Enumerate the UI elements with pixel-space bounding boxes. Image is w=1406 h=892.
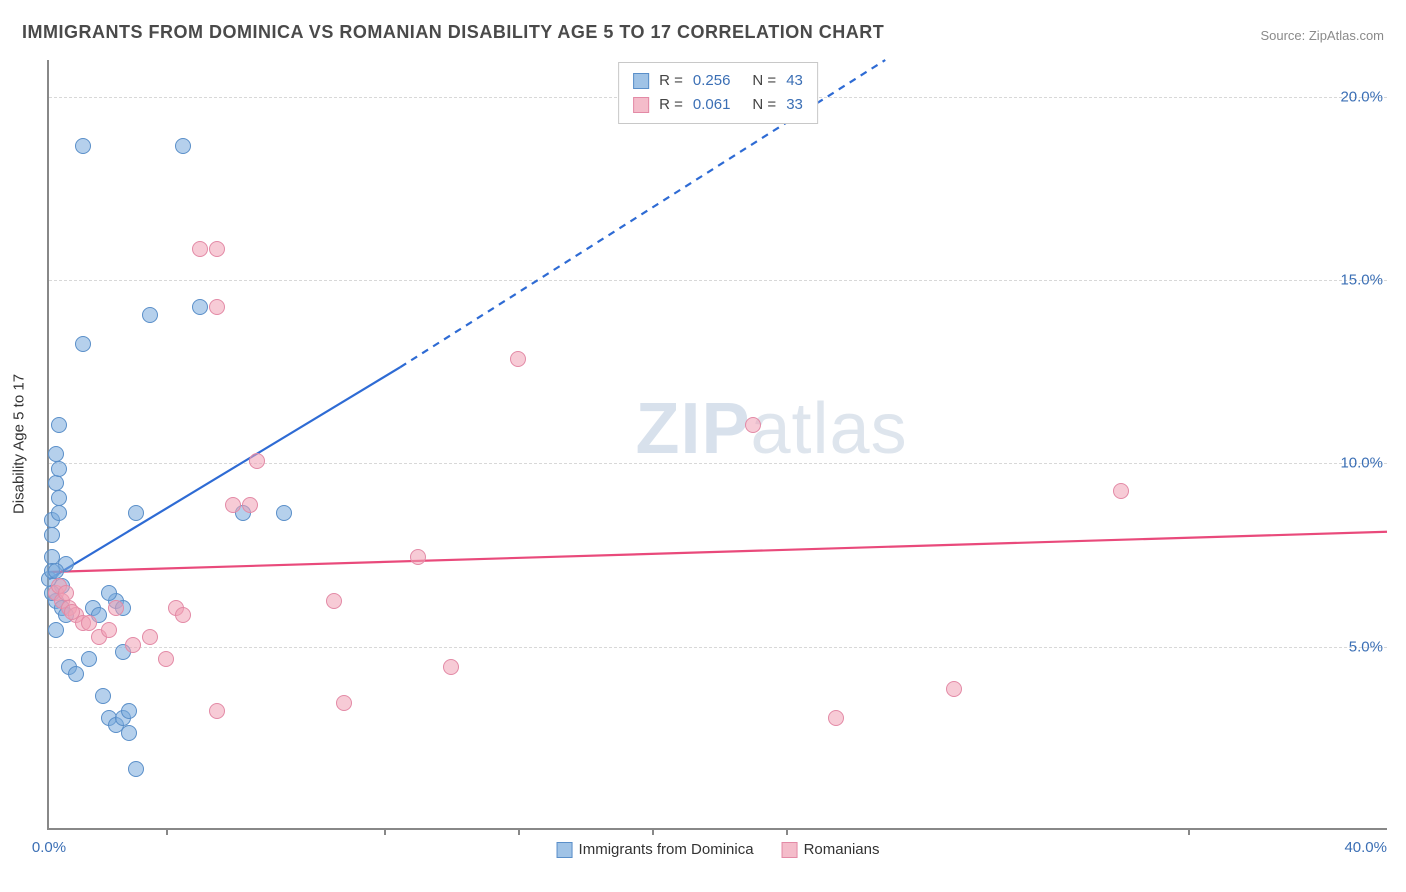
data-point xyxy=(192,299,208,315)
swatch-series2 xyxy=(782,842,798,858)
data-point xyxy=(175,138,191,154)
data-point xyxy=(51,461,67,477)
data-point xyxy=(51,490,67,506)
data-point xyxy=(51,505,67,521)
data-point xyxy=(249,453,265,469)
x-tick-mark xyxy=(786,828,788,835)
legend-row-series1: R = 0.256 N = 43 xyxy=(633,69,803,93)
data-point xyxy=(121,703,137,719)
legend-label-2: Romanians xyxy=(804,841,880,858)
data-point xyxy=(101,622,117,638)
data-point xyxy=(75,138,91,154)
x-tick-mark xyxy=(518,828,520,835)
data-point xyxy=(58,585,74,601)
data-point xyxy=(48,563,64,579)
legend-label-1: Immigrants from Dominica xyxy=(579,841,754,858)
legend-n-label: N = xyxy=(752,93,776,117)
swatch-series1 xyxy=(557,842,573,858)
x-tick-mark xyxy=(384,828,386,835)
legend-r-value-1: 0.256 xyxy=(693,69,731,93)
data-point xyxy=(175,607,191,623)
legend-item-1: Immigrants from Dominica xyxy=(557,841,754,858)
data-point xyxy=(68,666,84,682)
data-point xyxy=(225,497,241,513)
correlation-legend: R = 0.256 N = 43 R = 0.061 N = 33 xyxy=(618,62,818,124)
data-point xyxy=(828,710,844,726)
x-tick-mark xyxy=(166,828,168,835)
x-tick-mark xyxy=(1188,828,1190,835)
data-point xyxy=(326,593,342,609)
x-axis-min-label: 0.0% xyxy=(32,839,66,856)
swatch-series2 xyxy=(633,97,649,113)
x-tick-mark xyxy=(652,828,654,835)
data-point xyxy=(336,695,352,711)
legend-n-value-2: 33 xyxy=(786,93,803,117)
legend-item-2: Romanians xyxy=(782,841,880,858)
data-point xyxy=(95,688,111,704)
data-point xyxy=(209,703,225,719)
data-point xyxy=(946,681,962,697)
data-point xyxy=(142,307,158,323)
plot-area: Disability Age 5 to 17 5.0%10.0%15.0%20.… xyxy=(47,60,1387,830)
data-point xyxy=(48,622,64,638)
data-point xyxy=(64,604,80,620)
legend-r-label: R = xyxy=(659,93,683,117)
trend-lines xyxy=(49,60,1387,828)
data-point xyxy=(142,629,158,645)
data-point xyxy=(101,585,117,601)
data-point xyxy=(51,417,67,433)
data-point xyxy=(209,241,225,257)
chart-title: IMMIGRANTS FROM DOMINICA VS ROMANIAN DIS… xyxy=(22,22,884,43)
data-point xyxy=(192,241,208,257)
data-point xyxy=(121,725,137,741)
data-point xyxy=(81,651,97,667)
data-point xyxy=(209,299,225,315)
data-point xyxy=(242,497,258,513)
data-point xyxy=(48,446,64,462)
data-point xyxy=(410,549,426,565)
y-axis-label: Disability Age 5 to 17 xyxy=(11,374,28,514)
data-point xyxy=(510,351,526,367)
data-point xyxy=(44,527,60,543)
data-point xyxy=(75,336,91,352)
data-point xyxy=(158,651,174,667)
data-point xyxy=(1113,483,1129,499)
legend-r-value-2: 0.061 xyxy=(693,93,731,117)
data-point xyxy=(443,659,459,675)
data-point xyxy=(125,637,141,653)
legend-n-value-1: 43 xyxy=(786,69,803,93)
data-point xyxy=(81,615,97,631)
data-point xyxy=(128,761,144,777)
x-axis-max-label: 40.0% xyxy=(1344,839,1387,856)
legend-row-series2: R = 0.061 N = 33 xyxy=(633,93,803,117)
series-legend: Immigrants from Dominica Romanians xyxy=(557,841,880,858)
source-attribution: Source: ZipAtlas.com xyxy=(1260,28,1384,43)
legend-n-label: N = xyxy=(752,69,776,93)
data-point xyxy=(745,417,761,433)
data-point xyxy=(48,475,64,491)
data-point xyxy=(128,505,144,521)
data-point xyxy=(108,600,124,616)
legend-r-label: R = xyxy=(659,69,683,93)
data-point xyxy=(276,505,292,521)
swatch-series1 xyxy=(633,73,649,89)
